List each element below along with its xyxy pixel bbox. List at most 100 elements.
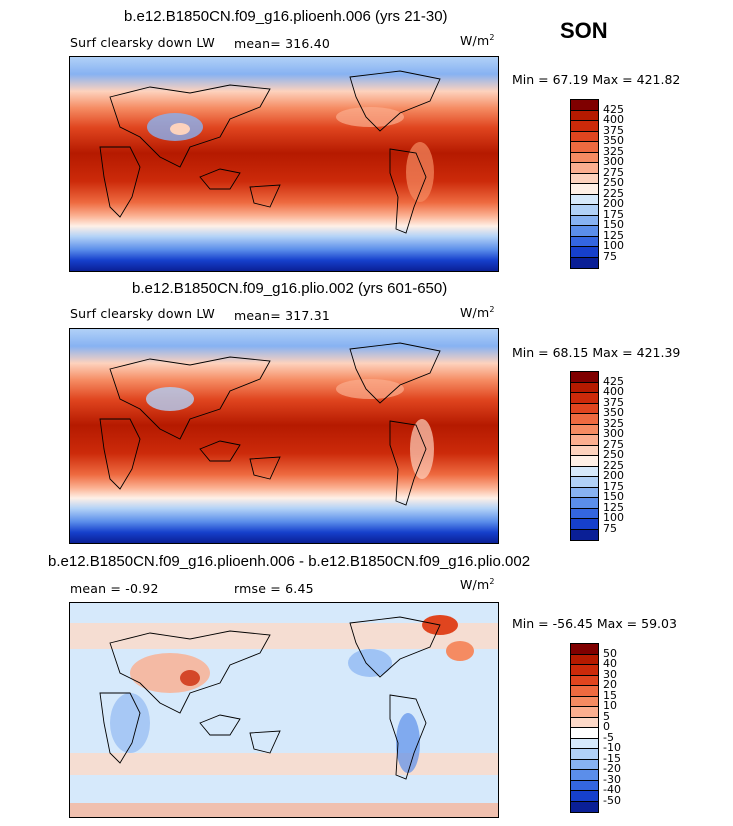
colorbar-tick-label: 150	[603, 490, 624, 503]
colorbar-tick-label: 150	[603, 218, 624, 231]
colorbar-swatch	[571, 675, 598, 686]
colorbar-swatch	[571, 142, 598, 153]
colorbar-swatch	[571, 424, 598, 435]
colorbar-swatch	[571, 393, 598, 404]
colorbar-swatch	[571, 152, 598, 163]
panel3-coastlines	[99, 616, 441, 780]
colorbar-swatch	[571, 717, 598, 728]
colorbar-swatch	[571, 728, 598, 739]
colorbar-tick-label: 325	[603, 144, 624, 158]
colorbar-tick-label: 40	[603, 657, 617, 670]
colorbar-swatch	[571, 519, 598, 530]
colorbar-tick-label: 125	[603, 500, 624, 514]
colorbar-swatch	[571, 654, 598, 665]
colorbar-swatch	[571, 372, 598, 383]
panel3-map	[69, 602, 499, 818]
panel2-map-field	[70, 329, 498, 543]
colorbar-swatch	[571, 801, 598, 812]
panel3-units: W/m2	[460, 577, 495, 593]
colorbar-tick-label: 225	[603, 186, 624, 200]
panel2-title: b.e12.B1850CN.f09_g16.plio.002 (yrs 601-…	[132, 280, 448, 297]
colorbar-panel3	[570, 643, 599, 813]
colorbar-swatch	[571, 456, 598, 467]
colorbar-swatch	[571, 226, 598, 237]
colorbar-tick-label: -50	[603, 793, 621, 807]
colorbar-tick-label: 275	[603, 437, 624, 451]
colorbar-tick-label: 20	[603, 678, 617, 691]
colorbar-tick-label: 30	[603, 667, 617, 681]
colorbar-tick-label: 425	[603, 102, 624, 116]
colorbar-swatch	[571, 665, 598, 676]
colorbar-tick-label: 75	[603, 521, 617, 535]
panel2-units: W/m2	[460, 305, 495, 321]
colorbar-swatch	[571, 487, 598, 498]
panel1-variable: Surf clearsky down LW	[70, 35, 215, 50]
colorbar-panel1	[570, 99, 599, 269]
colorbar-swatch	[571, 173, 598, 184]
colorbar-swatch	[571, 696, 598, 707]
panel1-mean: mean= 316.40	[234, 36, 331, 51]
colorbar-swatch	[571, 791, 598, 802]
panel2-map	[69, 328, 499, 544]
colorbar-tick-label: -20	[603, 762, 621, 775]
colorbar-swatch	[571, 644, 598, 655]
colorbar-tick-label: -5	[603, 730, 614, 744]
colorbar-tick-label: 350	[603, 406, 624, 419]
colorbar-tick-label: 10	[603, 699, 617, 712]
colorbar-swatch	[571, 100, 598, 111]
colorbar-swatch	[571, 247, 598, 258]
colorbar-tick-label: 0	[603, 720, 610, 733]
colorbar-swatch	[571, 163, 598, 174]
colorbar-tick-label: 200	[603, 469, 624, 482]
panel2-mean: mean= 317.31	[234, 308, 331, 323]
colorbar-panel2	[570, 371, 599, 541]
panel3-mean: mean = -0.92	[70, 581, 159, 596]
panel3-title: b.e12.B1850CN.f09_g16.plioenh.006 - b.e1…	[48, 553, 531, 570]
colorbar-tick-label: 125	[603, 228, 624, 242]
colorbar-tick-label: 250	[603, 448, 624, 461]
season-label: SON	[560, 18, 608, 43]
panel1-map-field	[70, 57, 498, 271]
colorbar-swatch	[571, 738, 598, 749]
colorbar-swatch	[571, 215, 598, 226]
panel2-coastlines	[99, 342, 441, 506]
panel2-variable: Surf clearsky down LW	[70, 306, 215, 321]
colorbar-swatch	[571, 508, 598, 519]
colorbar-swatch	[571, 770, 598, 781]
colorbar-swatch	[571, 435, 598, 446]
colorbar-tick-label: 400	[603, 113, 624, 126]
panel3-minmax: Min = -56.45 Max = 59.03	[512, 616, 677, 631]
colorbar-tick-label: 175	[603, 479, 624, 493]
colorbar-tick-label: 100	[603, 511, 624, 524]
colorbar-swatch	[571, 236, 598, 247]
colorbar-tick-label: 300	[603, 427, 624, 440]
colorbar-tick-label: 50	[603, 646, 617, 660]
colorbar-tick-label: 350	[603, 134, 624, 147]
colorbar-tick-label: 400	[603, 385, 624, 398]
colorbar-tick-label: 375	[603, 395, 624, 409]
colorbar-tick-label: 5	[603, 709, 610, 723]
colorbar-tick-label: -15	[603, 751, 621, 765]
colorbar-tick-label: 375	[603, 123, 624, 137]
panel1-map	[69, 56, 499, 272]
colorbar-tick-label: 200	[603, 197, 624, 210]
colorbar-swatch	[571, 445, 598, 456]
colorbar-swatch	[571, 477, 598, 488]
panel2-minmax: Min = 68.15 Max = 421.39	[512, 345, 681, 360]
colorbar-tick-label: 425	[603, 374, 624, 388]
colorbar-swatch	[571, 403, 598, 414]
panel1-minmax: Min = 67.19 Max = 421.82	[512, 72, 681, 87]
colorbar-swatch	[571, 498, 598, 509]
colorbar-swatch	[571, 205, 598, 216]
colorbar-swatch	[571, 414, 598, 425]
colorbar-tick-label: 175	[603, 207, 624, 221]
colorbar-swatch	[571, 131, 598, 142]
colorbar-tick-label: -40	[603, 783, 621, 796]
colorbar-tick-label: -10	[603, 741, 621, 754]
colorbar-tick-label: 325	[603, 416, 624, 430]
colorbar-tick-label: 75	[603, 249, 617, 263]
colorbar-swatch	[571, 194, 598, 205]
colorbar-tick-label: 100	[603, 239, 624, 252]
colorbar-swatch	[571, 759, 598, 770]
colorbar-swatch	[571, 780, 598, 791]
